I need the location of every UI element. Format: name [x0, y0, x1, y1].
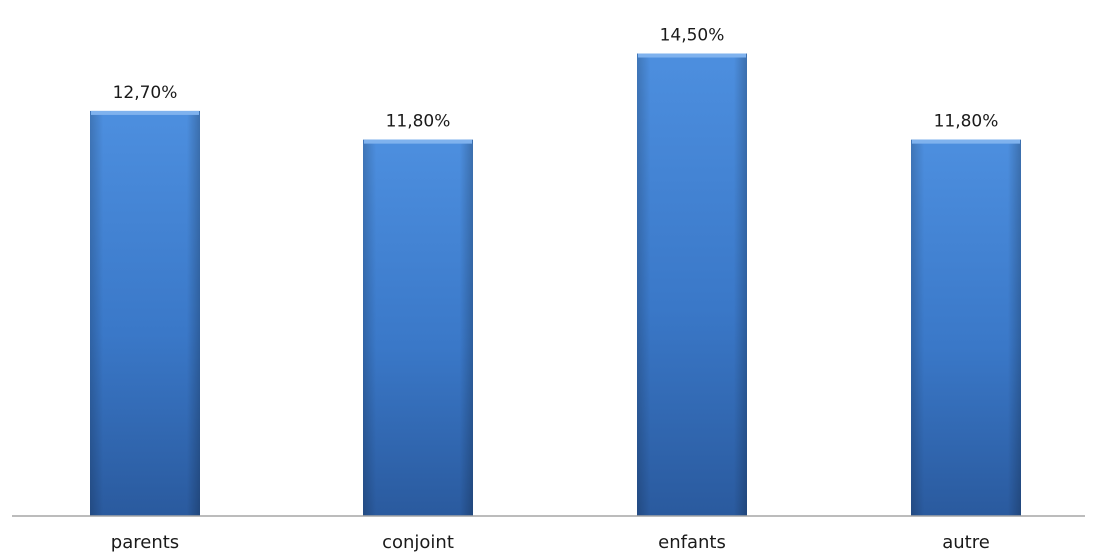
category-label-autre: autre: [942, 532, 990, 553]
category-label-parents: parents: [111, 532, 179, 553]
data-label-enfants: 14,50%: [660, 26, 725, 46]
bars-layer: [90, 53, 1021, 517]
bar-top-highlight: [638, 53, 746, 58]
bar-conjoint: [363, 139, 473, 517]
data-label-autre: 11,80%: [934, 112, 999, 132]
data-label-parents: 12,70%: [113, 83, 178, 103]
bar-top-highlight: [912, 139, 1020, 144]
bar-enfants: [637, 53, 747, 517]
category-label-conjoint: conjoint: [382, 532, 454, 553]
bar-shading: [90, 110, 200, 517]
category-label-enfants: enfants: [658, 532, 726, 553]
data-label-conjoint: 11,80%: [386, 112, 451, 132]
bar-parents: [90, 110, 200, 517]
bar-top-highlight: [364, 139, 472, 144]
bar-shading: [911, 139, 1021, 517]
bar-shading: [637, 53, 747, 517]
labels-layer: 12,70% parents 11,80% conjoint 14,50% enfants…: [111, 26, 999, 553]
bar-autre: [911, 139, 1021, 517]
bar-shading: [363, 139, 473, 517]
bar-top-highlight: [91, 110, 199, 115]
